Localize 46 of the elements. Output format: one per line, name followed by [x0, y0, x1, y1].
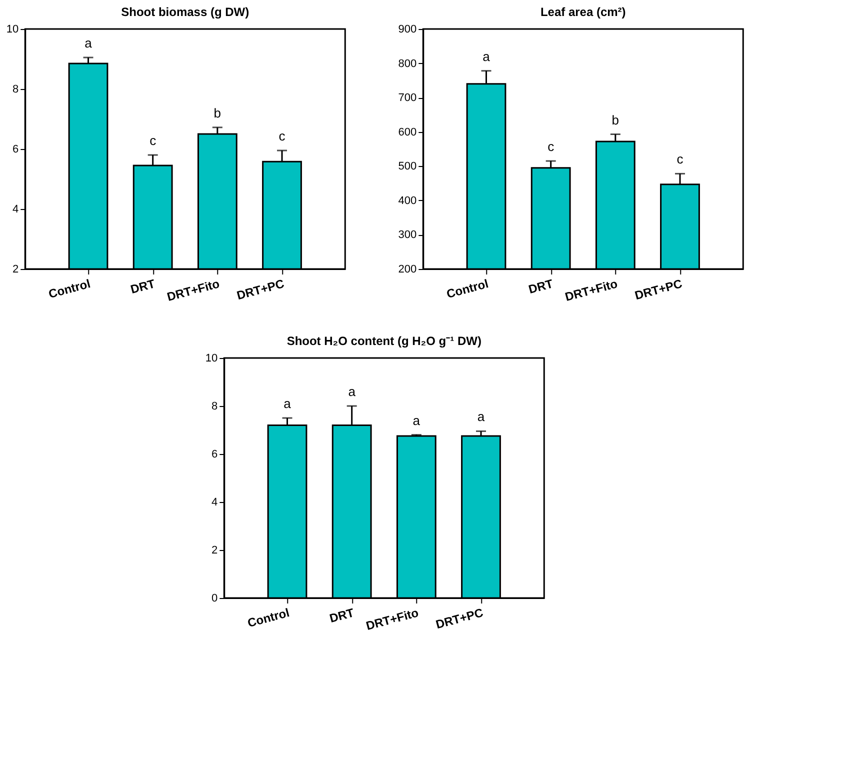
chart-title: Shoot biomass (g DW) [121, 5, 250, 19]
x-tick-label: Control [47, 276, 92, 302]
y-tick-label: 4 [212, 496, 218, 508]
y-tick-label: 4 [12, 204, 19, 216]
y-tick-label: 0 [212, 592, 218, 604]
y-tick-label: 500 [398, 160, 417, 173]
annotation: a [84, 36, 93, 50]
chart-title: Leaf area (cm²) [540, 5, 626, 19]
x-tick-label: Control [246, 606, 291, 630]
annotation: a [412, 412, 421, 428]
x-tick-label: DRT [128, 276, 158, 296]
x-tick-label: DRT [526, 276, 556, 296]
y-tick-label: 10 [205, 352, 218, 364]
annotation: a [482, 48, 491, 64]
x-tick-label: DRT+PC [235, 276, 286, 303]
annotation: a [477, 409, 486, 424]
annotation: a [348, 384, 356, 399]
y-tick-label: 200 [398, 264, 417, 276]
y-tick-label: 400 [398, 194, 417, 207]
annotation: c [278, 128, 286, 144]
annotation: c [150, 133, 157, 148]
y-tick-label: 900 [398, 24, 417, 36]
annotation: c [548, 139, 555, 154]
y-tick-label: 2 [12, 264, 19, 276]
annotation: b [214, 105, 222, 120]
y-tick-label: 8 [12, 84, 19, 96]
y-tick-label: 300 [398, 229, 417, 242]
x-tick-label: DRT+PC [434, 605, 485, 632]
y-tick-label: 6 [12, 144, 19, 156]
annotation: b [612, 112, 620, 128]
y-tick-label: 8 [212, 400, 218, 412]
y-tick-label: 2 [212, 544, 218, 556]
x-tick-label: DRT+Fito [364, 606, 420, 633]
x-tick-label: DRT+PC [633, 276, 684, 303]
x-tick-label: DRT [328, 605, 356, 626]
x-tick-label: DRT+Fito [166, 276, 222, 304]
y-tick-label: 6 [212, 448, 218, 460]
y-tick-label: 800 [398, 58, 417, 70]
annotation: a [284, 396, 292, 411]
annotation: c [676, 152, 684, 167]
x-tick-label: Control [445, 276, 490, 302]
x-tick-label: DRT+Fito [564, 276, 620, 304]
y-tick-label: 700 [398, 92, 417, 104]
y-tick-label: 600 [398, 126, 417, 138]
y-tick-label: 10 [6, 24, 19, 36]
chart-title: Shoot H₂O content (g H₂O g⁻¹ DW) [286, 334, 482, 348]
